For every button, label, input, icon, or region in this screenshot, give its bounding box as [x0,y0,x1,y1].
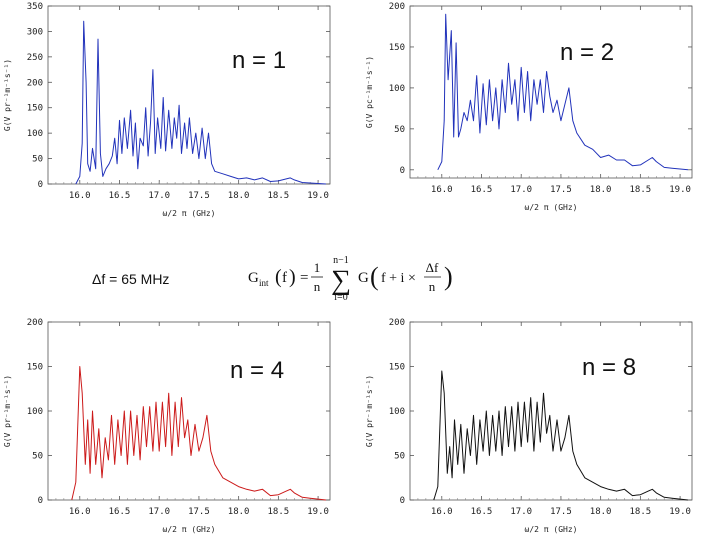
y-tick-label: 150 [389,363,405,373]
x-tick-label: 17.5 [550,507,572,517]
x-tick-label: 18.5 [268,191,290,201]
x-tick-label: 18.5 [630,507,652,517]
formula-body-arg: f + i × [381,271,416,286]
formula-equals: = [300,270,308,286]
y-axis-title: G(V pr⁻¹m⁻¹s⁻¹) [365,375,374,447]
x-tick-label: 18.0 [590,185,612,195]
x-tick-label: 18.0 [590,507,612,517]
formula-frac-den: n [314,279,321,294]
formula-inner-num: Δf [426,260,439,275]
chart-panel-2: 16.0 16.5 17.0 17.5 18.0 18.5 19.0 0 50 100 150 200… [365,2,693,212]
x-tick-label: 18.5 [630,185,652,195]
x-axis-title: ω/2 π (GHz) [163,525,216,534]
formula-lhs-arg: f [282,270,287,286]
series-line [433,370,689,501]
x-tick-label: 16.0 [431,185,453,195]
formula-big-paren-open: ( [370,262,379,291]
y-tick-label: 300 [27,27,43,37]
y-tick-label: 0 [38,496,43,506]
x-tick-label: 17.0 [510,507,532,517]
delta-f-annotation: Δf = 65 MHz [92,271,169,287]
y-tick-label: 100 [27,407,43,417]
x-tick-label: 18.5 [268,507,290,517]
x-tick-label: 17.0 [148,191,170,201]
panel-label: n = 1 [232,47,286,74]
y-axis-title: G(V pr⁻¹m⁻¹s⁻¹) [3,375,12,447]
y-tick-label: 50 [32,155,43,165]
x-axis-title: ω/2 π (GHz) [525,203,578,212]
y-tick-label: 0 [400,496,405,506]
y-tick-label: 150 [27,104,43,114]
formula-lhs-sub: int [259,278,269,288]
formula-frac-num: 1 [314,260,321,275]
x-tick-label: 17.5 [188,507,210,517]
x-tick-label: 16.5 [471,185,493,195]
formula-paren-open: ( [275,266,282,288]
series-line [71,366,327,501]
formula-sum-lower: i=0 [334,292,347,303]
x-tick-label: 16.5 [109,191,131,201]
y-tick-label: 50 [394,452,405,462]
series-line [437,13,689,171]
series-line [75,20,327,185]
y-tick-label: 0 [400,166,405,176]
x-tick-label: 16.5 [471,507,493,517]
formula-lhs-g: G [248,270,259,286]
y-tick-label: 200 [389,318,405,328]
y-tick-label: 100 [389,407,405,417]
formula-sum-symbol: ∑ [331,265,351,296]
formula-big-paren-close: ) [444,262,453,291]
panel-label: n = 8 [582,354,636,381]
chart-panel-3: 16.0 16.5 17.0 17.5 18.0 18.5 19.0 0 50 100 150 200… [3,318,331,534]
chart-panel-1: 16.0 16.5 17.0 17.5 18.0 18.5 19.0 0 50 100 150 200… [3,2,331,218]
plot-frame [409,5,693,179]
y-tick-label: 100 [27,129,43,139]
x-tick-label: 19.0 [307,507,329,517]
formula-sum-upper: n−1 [333,255,349,266]
x-tick-label: 16.5 [109,507,131,517]
formula-paren-close: ) [289,266,296,288]
y-tick-label: 350 [27,2,43,12]
formula-body-g: G [358,270,369,286]
x-tick-label: 18.0 [228,191,250,201]
y-tick-label: 50 [32,452,43,462]
x-tick-label: 17.5 [550,185,572,195]
x-axis-title: ω/2 π (GHz) [525,525,578,534]
y-tick-label: 150 [27,363,43,373]
y-axis-title: G(V pr⁻¹m⁻¹s⁻¹) [3,59,12,131]
y-tick-label: 50 [394,125,405,135]
chart-panel-4: 16.0 16.5 17.0 17.5 18.0 18.5 19.0 0 50 100 150 200… [365,318,693,534]
y-tick-label: 200 [389,2,405,12]
x-axis-title: ω/2 π (GHz) [163,209,216,218]
y-tick-label: 200 [27,78,43,88]
x-tick-label: 17.0 [510,185,532,195]
x-tick-label: 16.0 [69,191,91,201]
x-tick-label: 19.0 [669,507,691,517]
y-tick-label: 100 [389,84,405,94]
formula-inner-den: n [429,279,436,294]
x-tick-label: 19.0 [669,185,691,195]
x-tick-label: 17.0 [148,507,170,517]
panel-label: n = 4 [230,357,284,384]
x-tick-label: 18.0 [228,507,250,517]
y-tick-label: 0 [38,180,43,190]
y-tick-label: 250 [27,53,43,63]
x-tick-label: 16.0 [431,507,453,517]
plot-frame [47,5,331,185]
panel-label: n = 2 [560,39,614,66]
y-tick-label: 150 [389,43,405,53]
x-tick-label: 17.5 [188,191,210,201]
x-tick-label: 16.0 [69,507,91,517]
y-tick-label: 200 [27,318,43,328]
x-tick-label: 19.0 [307,191,329,201]
y-axis-title: G(V pc⁻¹m⁻¹s⁻¹) [365,56,374,128]
